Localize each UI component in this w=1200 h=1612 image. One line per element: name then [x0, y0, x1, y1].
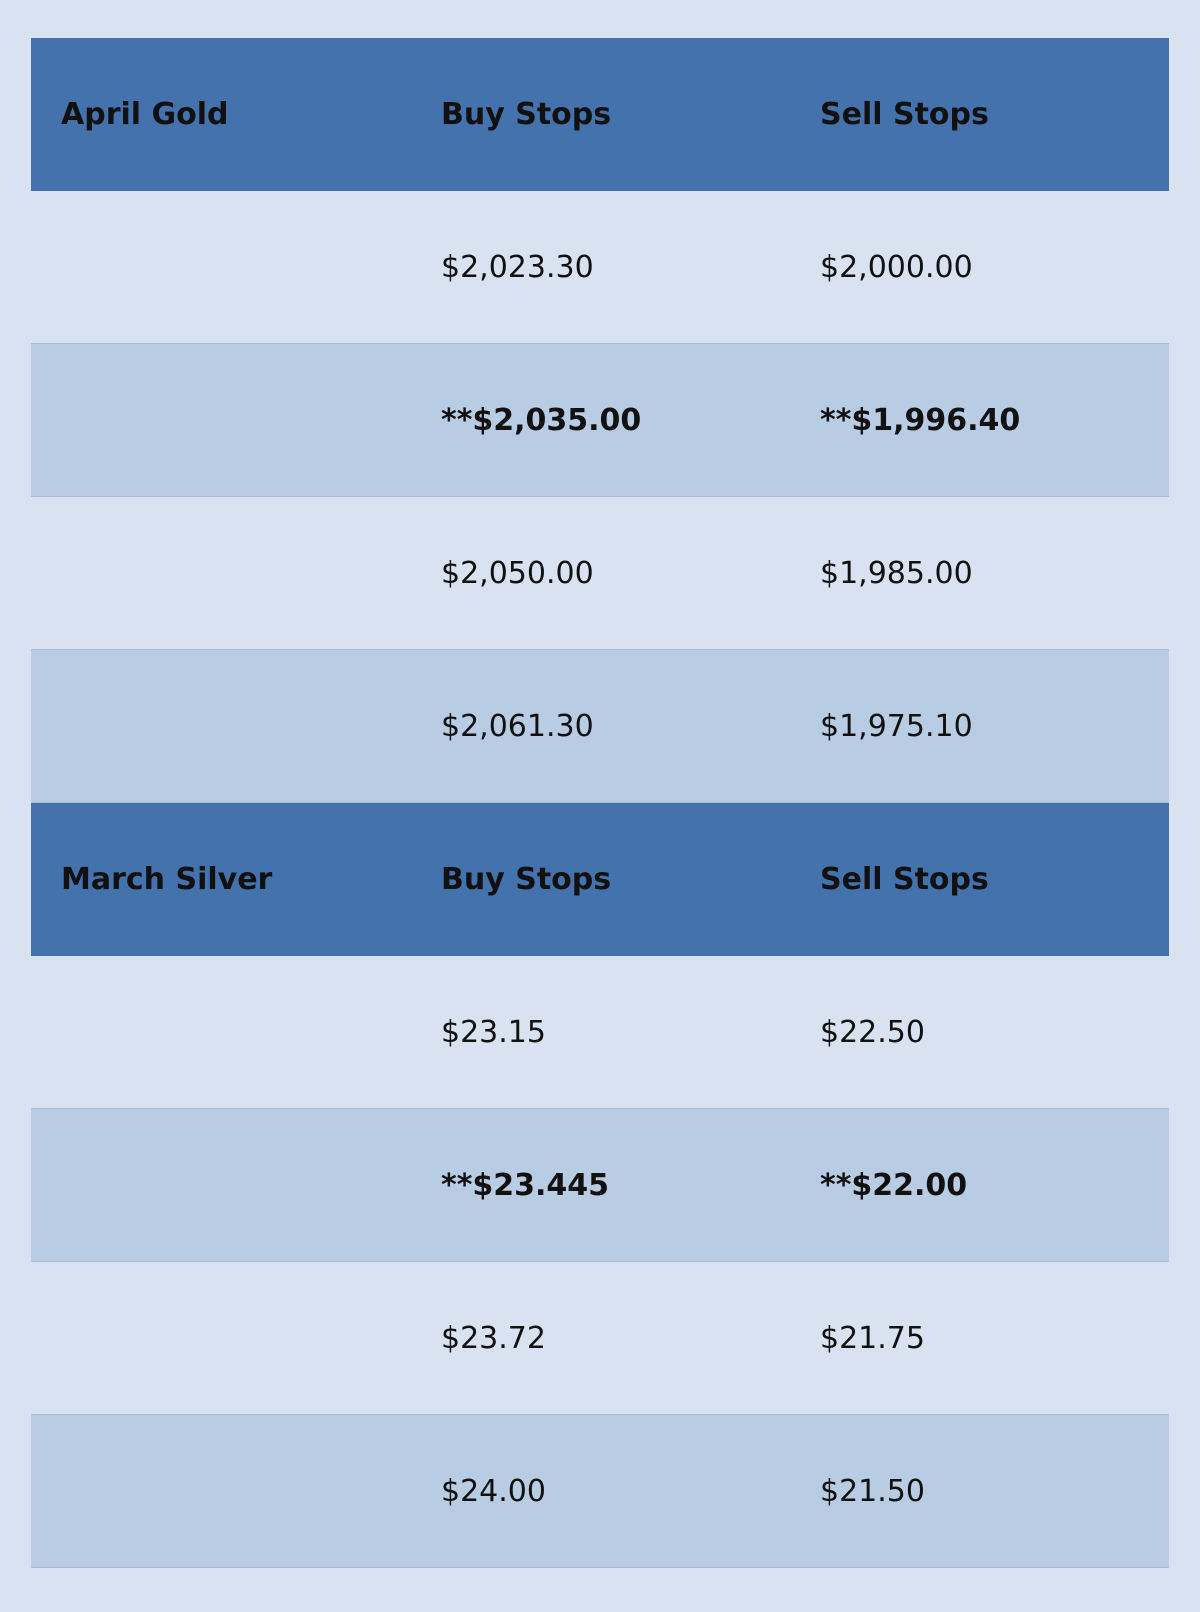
data-row: $2,023.30 $2,000.00 [31, 191, 1169, 344]
sell-stop: $1,985.00 [820, 556, 973, 591]
data-row: **$23.445 **$22.00 [31, 1109, 1169, 1262]
column-header: Buy Stops [441, 862, 612, 897]
column-header: Sell Stops [820, 97, 989, 132]
buy-stop: $2,061.30 [441, 709, 594, 744]
sell-stop: $2,000.00 [820, 250, 973, 285]
sell-stop: $21.50 [820, 1474, 925, 1509]
buy-stop: **$23.445 [441, 1168, 610, 1203]
header-row: March Silver Buy Stops Sell Stops [31, 803, 1169, 956]
sell-stop: $22.50 [820, 1015, 925, 1050]
buy-stop: **$2,035.00 [441, 403, 642, 438]
data-row: $24.00 $21.50 [31, 1415, 1169, 1568]
buy-stop: $23.72 [441, 1321, 546, 1356]
buy-stop: $24.00 [441, 1474, 546, 1509]
buy-stop: $2,023.30 [441, 250, 594, 285]
data-row: **$2,035.00 **$1,996.40 [31, 344, 1169, 497]
sell-stop: $21.75 [820, 1321, 925, 1356]
stops-table: April Gold Buy Stops Sell Stops $2,023.30 $2… [31, 38, 1169, 1568]
column-header: Buy Stops [441, 97, 612, 132]
buy-stop: $23.15 [441, 1015, 546, 1050]
contract-name: April Gold [61, 97, 229, 132]
buy-stop: $2,050.00 [441, 556, 594, 591]
data-row: $2,050.00 $1,985.00 [31, 497, 1169, 650]
data-row: $2,061.30 $1,975.10 [31, 650, 1169, 803]
column-header: Sell Stops [820, 862, 989, 897]
header-row: April Gold Buy Stops Sell Stops [31, 38, 1169, 191]
data-row: $23.72 $21.75 [31, 1262, 1169, 1415]
sell-stop: **$1,996.40 [820, 403, 1021, 438]
sell-stop: $1,975.10 [820, 709, 973, 744]
data-row: $23.15 $22.50 [31, 956, 1169, 1109]
sell-stop: **$22.00 [820, 1168, 968, 1203]
contract-name: March Silver [61, 862, 273, 897]
